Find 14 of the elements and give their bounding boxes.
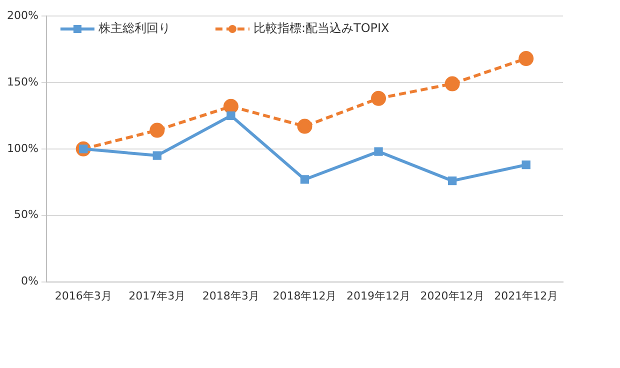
- y-tick-label: 150%: [6, 75, 38, 88]
- legend-label: 比較指標:配当込みTOPIX: [253, 21, 390, 36]
- x-tick-label: 2018年12月: [272, 289, 337, 302]
- legend-label: 株主総利回り: [97, 21, 170, 36]
- x-tick-label: 2020年12月: [420, 289, 484, 302]
- y-tick-label: 200%: [6, 8, 38, 22]
- x-tick-label: 2021年12月: [494, 289, 558, 302]
- y-tick-label: 100%: [6, 142, 38, 155]
- x-tick-label: 2016年3月: [54, 289, 112, 302]
- x-tick-label: 2019年12月: [346, 289, 411, 302]
- x-tick-label: 2017年3月: [128, 289, 186, 302]
- y-tick-label: 50%: [14, 208, 38, 222]
- x-tick-label: 2018年3月: [202, 289, 260, 302]
- y-tick-label: 0%: [20, 274, 38, 288]
